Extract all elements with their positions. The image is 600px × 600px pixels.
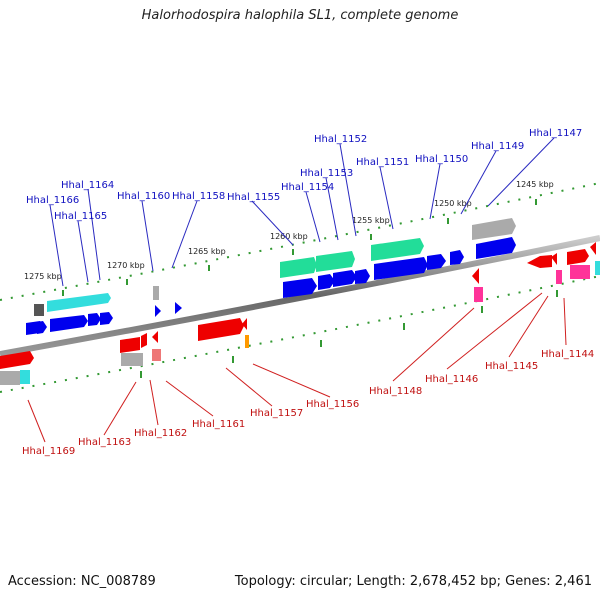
gene-label[interactable]: Hhal_1155 [227, 192, 280, 203]
gene-feature[interactable] [474, 287, 483, 302]
gene-feature[interactable] [20, 370, 30, 384]
gene-feature[interactable] [121, 353, 143, 366]
map-title: Halorhodospira halophila SL1, complete g… [141, 8, 459, 23]
gene-label[interactable]: Hhal_1148 [369, 386, 422, 397]
kbp-label: 1245 kbp [516, 180, 554, 189]
cds-feature[interactable] [152, 331, 158, 343]
gene-label[interactable]: Hhal_1146 [425, 374, 478, 385]
gene-label[interactable]: Hhal_1162 [134, 428, 187, 439]
forward-gene-labels: Hhal_1166 Hhal_1165 Hhal_1164 Hhal_1160 … [26, 128, 582, 222]
cds-feature[interactable] [427, 254, 446, 270]
cds-feature[interactable] [198, 318, 244, 341]
cds-feature[interactable] [374, 257, 428, 280]
cds-feature[interactable] [141, 333, 147, 348]
gene-feature[interactable] [153, 286, 159, 300]
gene-label[interactable]: Hhal_1161 [192, 419, 245, 430]
gene-label[interactable]: Hhal_1163 [78, 437, 131, 448]
cds-feature[interactable] [0, 351, 34, 369]
cds-feature[interactable] [88, 313, 101, 326]
gene-label[interactable]: Hhal_1151 [356, 157, 409, 168]
cds-feature[interactable] [318, 274, 335, 290]
topology-text: Topology: circular; Length: 2,678,452 bp… [234, 574, 592, 589]
gene-label[interactable]: Hhal_1165 [54, 211, 107, 222]
kbp-label: 1275 kbp [24, 272, 62, 281]
accession-text: Accession: NC_008789 [8, 574, 156, 589]
reverse-gene-labels: Hhal_1169 Hhal_1163 Hhal_1162 Hhal_1161 … [22, 349, 594, 457]
cds-feature[interactable] [283, 278, 317, 298]
reverse-features [0, 242, 600, 385]
cds-feature[interactable] [37, 321, 47, 334]
gene-label[interactable]: Hhal_1169 [22, 446, 75, 457]
cds-feature[interactable] [551, 253, 557, 265]
gene-feature[interactable] [556, 270, 562, 284]
cds-feature[interactable] [155, 305, 161, 317]
gene-feature[interactable] [371, 238, 424, 261]
kbp-label: 1250 kbp [434, 199, 472, 208]
cds-feature[interactable] [590, 242, 596, 255]
cds-feature[interactable] [175, 302, 182, 314]
gene-feature[interactable] [316, 251, 355, 272]
gene-label[interactable]: Hhal_1154 [281, 182, 334, 193]
gene-feature[interactable] [0, 371, 20, 385]
cds-feature[interactable] [527, 255, 552, 268]
gene-label[interactable]: Hhal_1149 [471, 141, 524, 152]
gene-label[interactable]: Hhal_1158 [172, 191, 225, 202]
gene-label[interactable]: Hhal_1160 [117, 191, 170, 202]
cds-feature[interactable] [476, 237, 516, 259]
kbp-labels: 1275 kbp 1270 kbp 1265 kbp 1260 kbp 1255… [24, 180, 554, 281]
gene-feature[interactable] [152, 349, 161, 361]
cds-feature[interactable] [50, 315, 88, 332]
gene-label[interactable]: Hhal_1145 [485, 361, 538, 372]
kbp-label: 1255 kbp [352, 216, 390, 225]
gene-label[interactable]: Hhal_1156 [306, 399, 359, 410]
cds-feature[interactable] [472, 268, 479, 284]
gene-feature[interactable] [595, 261, 600, 275]
upper-major-ticks [62, 199, 537, 296]
reverse-leader-lines [27, 292, 567, 443]
kbp-label: 1270 kbp [107, 261, 145, 270]
gene-feature[interactable] [34, 304, 44, 316]
gene-feature[interactable] [245, 335, 249, 348]
cds-feature[interactable] [355, 269, 370, 284]
kbp-label: 1260 kbp [270, 232, 308, 241]
gene-label[interactable]: Hhal_1144 [541, 349, 594, 360]
cds-feature[interactable] [450, 250, 464, 265]
gene-feature[interactable] [280, 257, 317, 278]
gene-label[interactable]: Hhal_1150 [415, 154, 468, 165]
gene-label[interactable]: Hhal_1164 [61, 180, 114, 191]
cds-feature[interactable] [100, 312, 113, 325]
cds-feature[interactable] [567, 249, 589, 265]
genome-backbone [0, 235, 600, 357]
forward-leader-lines [49, 137, 555, 287]
gene-label[interactable]: Hhal_1166 [26, 195, 79, 206]
gene-label[interactable]: Hhal_1152 [314, 134, 367, 145]
kbp-label: 1265 kbp [188, 247, 226, 256]
gene-label[interactable]: Hhal_1157 [250, 408, 303, 419]
gene-feature[interactable] [472, 218, 516, 240]
gene-label[interactable]: Hhal_1147 [529, 128, 582, 139]
lower-major-ticks [140, 290, 558, 378]
gene-label[interactable]: Hhal_1153 [300, 168, 353, 179]
cds-feature[interactable] [120, 337, 140, 353]
cds-feature[interactable] [242, 318, 247, 330]
gene-feature[interactable] [47, 293, 111, 312]
forward-features [26, 218, 516, 335]
cds-feature[interactable] [333, 270, 357, 287]
gene-feature[interactable] [570, 265, 590, 279]
